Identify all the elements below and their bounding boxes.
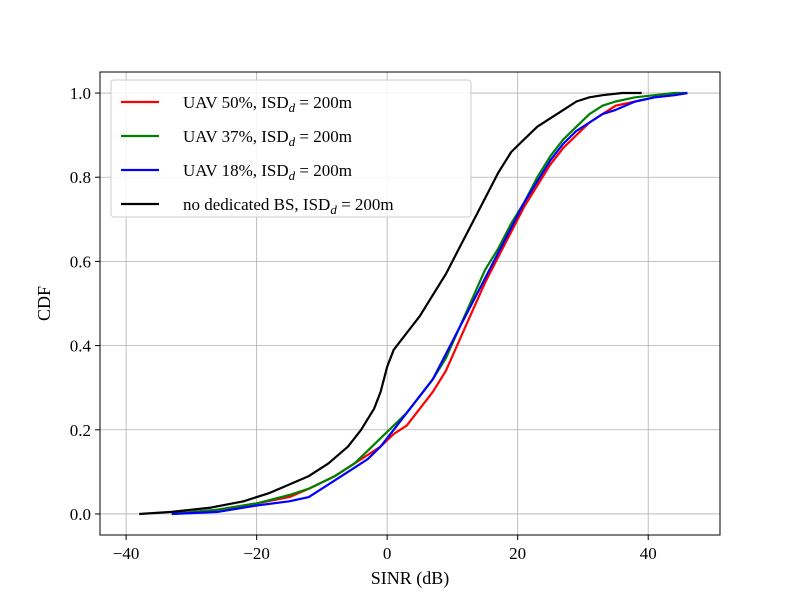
legend-label-main: UAV 37%, ISD (183, 127, 289, 146)
y-axis-label: CDF (34, 286, 54, 321)
y-tick-label: 0.8 (70, 168, 91, 187)
x-tick-label: 40 (640, 544, 657, 563)
x-tick-label: 0 (383, 544, 392, 563)
legend-label-subscript: d (289, 100, 296, 115)
series-line-2 (171, 91, 688, 516)
series-line-1 (171, 91, 688, 516)
plot-frame (99, 71, 721, 536)
y-tick-label: 1.0 (70, 84, 91, 103)
legend-label-suffix: = 200m (295, 93, 352, 112)
legend-label: UAV 37%, ISDd = 200m (183, 127, 352, 149)
legend-label-main: UAV 50%, ISD (183, 93, 289, 112)
legend-label-suffix: = 200m (295, 161, 352, 180)
legend-box (110, 79, 472, 218)
series-line-3 (139, 91, 642, 516)
y-tick-label: 0.6 (70, 252, 91, 271)
ticks: −40 −20 0 20 40 0.0 0.2 0.4 0.6 0.8 1.0 (70, 84, 657, 563)
legend-label-subscript: d (289, 134, 296, 149)
legend-label-suffix: = 200m (337, 195, 394, 214)
y-tick-label: 0.0 (70, 505, 91, 524)
x-tick-label: −40 (113, 544, 140, 563)
legend-label-subscript: d (289, 168, 296, 183)
legend-label: no dedicated BS, ISDd = 200m (183, 195, 394, 217)
legend-label-suffix: = 200m (295, 127, 352, 146)
x-tick-label: 20 (509, 544, 526, 563)
y-tick-label: 0.2 (70, 421, 91, 440)
legend-label-main: UAV 18%, ISD (183, 161, 289, 180)
legend-label-main: no dedicated BS, ISD (183, 195, 330, 214)
legend-label: UAV 18%, ISDd = 200m (183, 161, 352, 183)
x-tick-label: −20 (243, 544, 270, 563)
x-axis-label: SINR (dB) (371, 568, 450, 589)
legend-label: UAV 50%, ISDd = 200m (183, 93, 352, 115)
series-layer (139, 91, 688, 516)
legend-label-subscript: d (330, 202, 337, 217)
y-tick-label: 0.4 (70, 337, 92, 356)
